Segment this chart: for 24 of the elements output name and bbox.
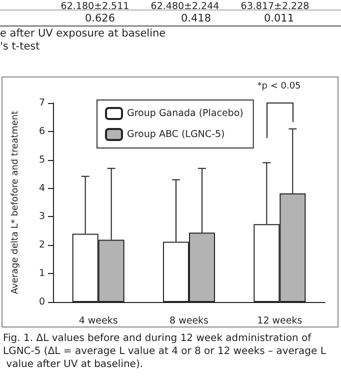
y-tick-label: 6: [38, 126, 45, 137]
y-tick-label: 3: [38, 211, 45, 222]
text: 0.418: [180, 12, 212, 24]
x-tick-label: 12 weeks: [257, 316, 302, 326]
y-tick-label: 5: [38, 154, 45, 166]
text: 's t-test: [0, 40, 40, 52]
x-tick-label: 8 weeks: [170, 316, 209, 326]
text: 0.626: [84, 12, 116, 24]
text: e after UV exposure at baseline: [0, 28, 166, 40]
x-tick-label: 4 weeks: [78, 316, 118, 326]
text: 63.817±2.228: [240, 1, 310, 12]
y-tick-label: 0: [38, 296, 45, 308]
caption: Fig. 1. ΔL values before and during 12 week administration of LGNC-5 (ΔL = average L value at 4 or 8 or 12 weeks – average L value after UV at baseline).: [3, 333, 326, 370]
legend-label: Group ABC (LGNC-5): [127, 129, 225, 140]
y-axis-title: Average delta L* befofore and treatment: [10, 110, 20, 294]
y-tick-label: 1: [38, 268, 45, 280]
text: 62.180±2.511: [60, 1, 130, 12]
text: 0.011: [264, 12, 294, 24]
text: 62.480±2.244: [150, 1, 220, 12]
y-tick-label: 7: [38, 98, 45, 108]
y-tick-label: 2: [38, 240, 45, 251]
legend-label: Group Ganada (Placebo): [127, 108, 244, 119]
text: *p < 0.05: [257, 82, 301, 92]
y-tick-label: 4: [38, 182, 45, 194]
